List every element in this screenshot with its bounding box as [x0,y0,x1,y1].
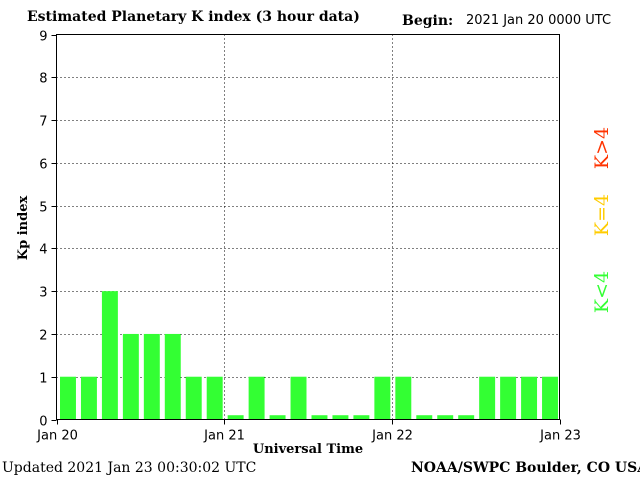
kp-bar [185,376,202,420]
begin-value: 2021 Jan 20 0000 UTC [466,13,612,28]
y-tick-label: 4 [39,243,47,258]
y-tick-label: 0 [39,415,47,430]
kp-bar [395,376,412,420]
kp-bar [80,376,97,420]
kp-bar [269,415,286,420]
kp-bar [542,376,558,420]
y-tick-label: 2 [39,329,47,344]
kp-bar [311,415,328,420]
legend-k-gt-4: K>4 [591,127,613,169]
x-tick-label: Jan 20 [36,429,78,444]
kp-bar [521,376,538,420]
kp-bar [143,333,160,420]
kp-bar [416,415,433,420]
x-tick-label: Jan 21 [203,429,245,444]
x-tick-label: Jan 22 [371,429,413,444]
y-tick-label: 8 [39,72,47,87]
x-axis-label: Universal Time [253,442,363,457]
y-tick-label: 6 [39,158,47,173]
kp-bar [227,415,244,420]
kp-bar [479,376,496,420]
y-axis-label: Kp index [16,196,31,261]
kp-bar [122,333,139,420]
kp-bar [332,415,349,420]
begin-label: Begin: [402,13,454,29]
legend-k-eq-4: K=4 [591,194,613,236]
y-ticks: 0 1 2 3 4 5 6 7 8 9 [39,30,57,430]
bars [60,291,558,420]
chart-title: Estimated Planetary K index (3 hour data… [27,9,360,25]
kp-bar [164,333,181,420]
kp-bar [500,376,517,420]
legend-k-lt-4: K<4 [591,271,613,313]
x-tick-label: Jan 23 [539,429,581,444]
plot-frame [56,34,560,420]
kp-bar [458,415,475,420]
y-tick-label: 9 [39,30,47,45]
updated-timestamp: Updated 2021 Jan 23 00:30:02 UTC [2,460,257,476]
y-tick-label: 3 [39,286,47,301]
y-tick-label: 5 [39,201,47,216]
x-ticks: Jan 20 Jan 21 Jan 22 Jan 23 [36,419,581,444]
y-tick-label: 1 [39,372,47,387]
y-tick-label: 7 [39,115,47,130]
kp-bar [290,376,307,420]
kp-bar [101,291,118,420]
kp-bar [248,376,265,420]
kp-bar [206,376,223,420]
kp-bar [60,376,76,420]
grid-lines [56,34,560,420]
kp-bar [353,415,370,420]
kp-bar [374,376,391,420]
credit-line: NOAA/SWPC Boulder, CO USA [411,460,640,476]
kp-bar [437,415,454,420]
